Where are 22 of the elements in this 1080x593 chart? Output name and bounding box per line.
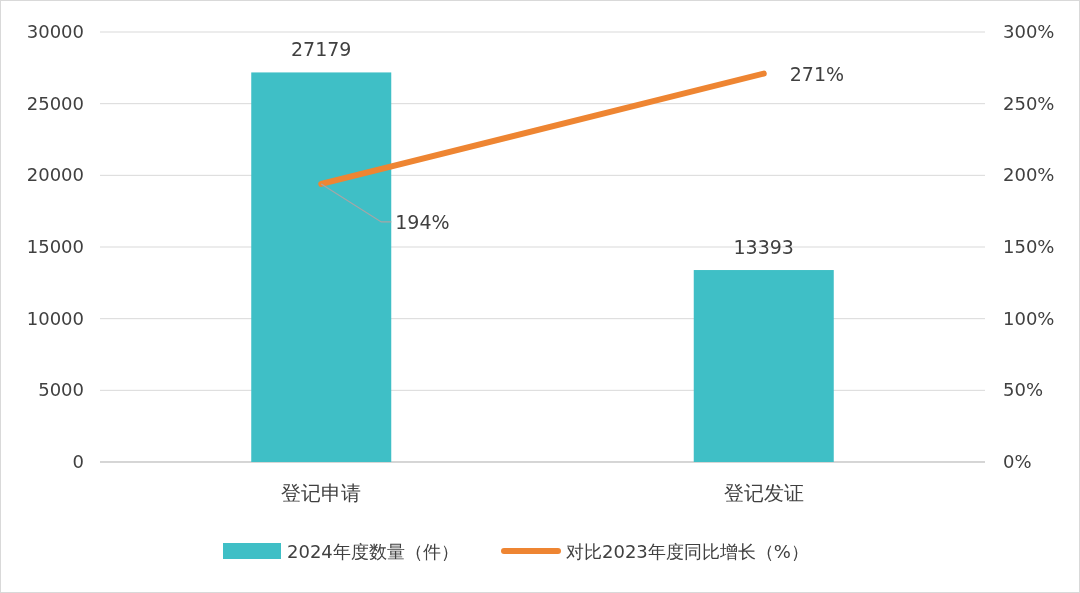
y2-tick-label: 50% xyxy=(1003,379,1044,401)
y-tick-label: 5000 xyxy=(38,379,84,401)
y-tick-label: 20000 xyxy=(26,164,84,186)
legend-label: 2024年度数量（件） xyxy=(287,541,459,562)
y-tick-label: 10000 xyxy=(26,307,84,329)
data-label: 194% xyxy=(395,210,450,233)
y2-tick-label: 0% xyxy=(1003,451,1032,472)
y2-tick-label: 250% xyxy=(1003,92,1055,114)
data-label: 27179 xyxy=(291,38,352,61)
data-label: 271% xyxy=(789,62,845,85)
x-tick-label: 登记申请 xyxy=(281,481,362,505)
legend-label: 对比2023年度同比增长（%） xyxy=(566,541,809,562)
y-tick-label: 25000 xyxy=(26,92,84,114)
y2-tick-label: 300% xyxy=(1003,21,1055,42)
x-tick-label: 登记发证 xyxy=(723,481,804,505)
y-tick-label: 15000 xyxy=(26,236,84,257)
y2-tick-label: 100% xyxy=(1003,307,1055,329)
y2-tick-label: 200% xyxy=(1003,164,1055,186)
y-tick-label: 30000 xyxy=(26,21,84,42)
y2-tick-label: 150% xyxy=(1003,236,1055,257)
data-label: 13393 xyxy=(733,236,794,259)
y-tick-label: 0 xyxy=(72,451,84,472)
